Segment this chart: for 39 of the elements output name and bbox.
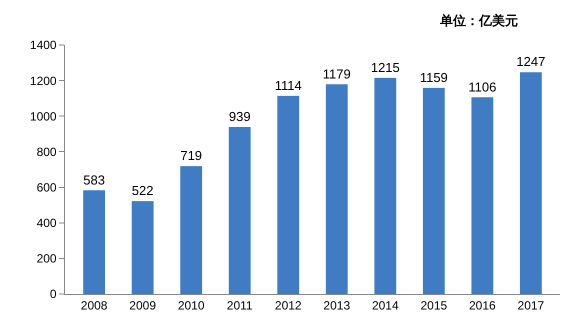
y-tick-label: 0 — [50, 287, 57, 302]
x-tick-label: 2012 — [274, 298, 302, 312]
bar — [326, 84, 348, 294]
y-tick-label: 200 — [36, 252, 57, 266]
x-tick-label: 2015 — [420, 298, 448, 312]
data-label: 1179 — [322, 66, 351, 82]
y-tick-label: 600 — [36, 180, 57, 194]
data-label: 522 — [132, 183, 154, 198]
y-tick-label: 1000 — [30, 109, 57, 124]
x-tick-label: 2009 — [129, 298, 156, 312]
bar — [132, 201, 154, 294]
data-label: 1215 — [370, 60, 400, 75]
y-tick-label: 1400 — [30, 38, 57, 52]
data-label: 1114 — [274, 78, 302, 93]
x-tick-label: 2010 — [178, 298, 205, 312]
x-tick-label: 2008 — [80, 298, 108, 312]
bar — [277, 96, 300, 294]
x-tick-label: 2017 — [518, 298, 545, 312]
y-tick-label: 1200 — [30, 74, 57, 88]
bar — [180, 166, 202, 294]
bar — [520, 72, 542, 294]
data-label: 1159 — [420, 70, 448, 85]
bar — [422, 88, 445, 294]
y-tick-label: 400 — [36, 216, 57, 230]
bar — [471, 97, 494, 294]
x-tick-label: 2014 — [372, 298, 399, 312]
data-label: 1247 — [516, 54, 546, 70]
bar — [228, 126, 251, 294]
data-label: 1106 — [468, 79, 496, 94]
data-label: 583 — [83, 172, 105, 188]
data-label: 939 — [228, 108, 251, 124]
x-tick-label: 2016 — [469, 298, 496, 312]
bar — [374, 78, 396, 294]
y-tick-label: 800 — [36, 144, 57, 159]
x-tick-label: 2011 — [226, 298, 253, 312]
text: 单位：亿美元 — [439, 13, 518, 28]
x-tick-label: 2013 — [323, 298, 350, 312]
data-label: 719 — [180, 148, 202, 164]
bar — [83, 190, 106, 294]
